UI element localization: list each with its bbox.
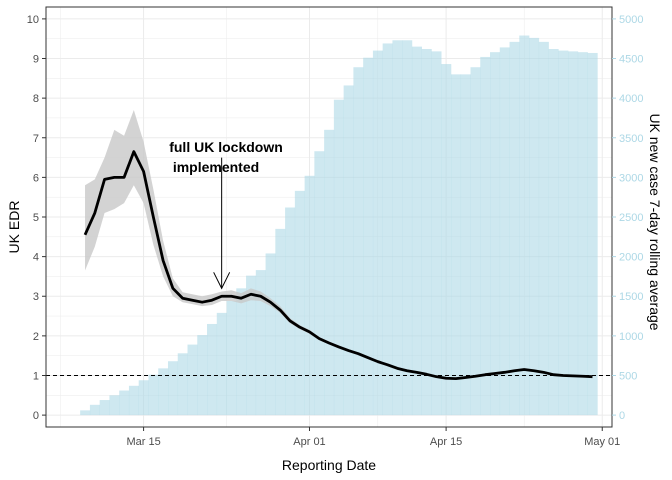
case-bar xyxy=(587,52,598,416)
case-bar xyxy=(226,301,237,416)
case-bar xyxy=(294,190,305,416)
case-bar xyxy=(558,50,569,416)
left-axis: 0 1 2 3 4 5 6 7 8 9 10 xyxy=(27,14,46,422)
case-bar xyxy=(128,385,140,416)
left-tick-label: 8 xyxy=(33,93,39,105)
right-axis-title: UK new case 7-day rolling average xyxy=(647,113,663,330)
case-bar xyxy=(275,228,286,416)
case-bar xyxy=(509,41,520,416)
left-axis-title: UK EDR xyxy=(6,201,22,254)
case-bar xyxy=(246,275,257,416)
case-bar xyxy=(148,374,159,416)
case-bar xyxy=(255,270,266,416)
left-tick-label: 9 xyxy=(33,54,39,66)
case-bar xyxy=(450,74,462,416)
x-tick-label: May 01 xyxy=(584,436,620,448)
case-bar xyxy=(411,46,423,416)
case-bars xyxy=(80,35,598,416)
case-bar xyxy=(402,40,413,416)
case-bar xyxy=(353,67,364,416)
left-tick-label: 6 xyxy=(33,172,39,184)
case-bar xyxy=(119,390,130,416)
right-tick-label: 4000 xyxy=(619,93,643,105)
edr-interval-ribbon xyxy=(85,110,593,380)
annotation-arrow-head xyxy=(213,272,231,290)
left-tick-label: 4 xyxy=(33,252,39,264)
right-tick-label: 2000 xyxy=(619,252,643,264)
right-tick-label: 3000 xyxy=(619,172,643,184)
left-tick-label: 1 xyxy=(33,370,39,382)
case-bar xyxy=(490,52,501,416)
left-tick-label: 10 xyxy=(27,14,39,26)
case-bar xyxy=(480,56,491,416)
edr-ribbon xyxy=(85,110,593,380)
case-bar xyxy=(470,67,481,416)
case-bar xyxy=(109,395,120,416)
case-bar xyxy=(382,43,393,416)
left-tick-label: 7 xyxy=(33,133,39,145)
case-bar xyxy=(363,57,374,416)
case-bar xyxy=(392,40,403,416)
x-axis: Mar 15 Apr 01 Apr 15 May 01 xyxy=(126,427,620,448)
right-tick-label: 0 xyxy=(619,410,625,422)
x-tick-label: Mar 15 xyxy=(126,436,160,448)
right-tick-label: 3500 xyxy=(619,133,643,145)
case-bar xyxy=(568,51,579,416)
x-tick-label: Apr 01 xyxy=(293,436,325,448)
edr-line xyxy=(83,150,593,381)
case-bar xyxy=(441,64,452,416)
case-bar xyxy=(89,404,100,416)
case-bar xyxy=(343,85,354,416)
left-tick-label: 3 xyxy=(33,291,39,303)
left-tick-label: 2 xyxy=(33,331,39,343)
right-tick-label: 1000 xyxy=(619,331,643,343)
case-bar xyxy=(314,151,325,416)
left-tick-label: 5 xyxy=(33,212,39,224)
right-tick-label: 2500 xyxy=(619,212,643,224)
case-bar xyxy=(207,323,218,416)
case-bar xyxy=(138,380,149,416)
case-bar xyxy=(167,361,179,416)
x-tick-label: Apr 15 xyxy=(430,436,462,448)
case-bar xyxy=(460,74,471,416)
case-bar xyxy=(538,41,549,416)
right-axis: 0 500 1000 1500 2000 2500 3000 3500 4000 4500 5000 xyxy=(612,14,643,422)
case-bar xyxy=(529,37,540,416)
case-bar xyxy=(265,253,276,416)
case-bar xyxy=(421,49,432,416)
edr-line-path xyxy=(83,150,593,381)
case-bar xyxy=(333,99,344,416)
case-bar xyxy=(372,50,383,416)
case-bar xyxy=(304,175,315,416)
case-bar xyxy=(431,51,442,416)
case-bar xyxy=(177,353,188,416)
case-bar xyxy=(548,49,559,416)
case-bar xyxy=(519,35,530,416)
case-bar xyxy=(99,400,110,416)
right-tick-label: 5000 xyxy=(619,14,643,26)
right-tick-label: 4500 xyxy=(619,54,643,66)
case-bar xyxy=(324,129,335,416)
case-bar xyxy=(80,410,91,416)
right-tick-label: 500 xyxy=(619,370,637,382)
case-bar xyxy=(285,207,296,416)
case-bar xyxy=(499,47,510,416)
case-bar xyxy=(216,312,227,416)
case-bar xyxy=(577,52,588,416)
annotation-line-1: full UK lockdown xyxy=(169,139,283,155)
left-tick-label: 0 xyxy=(33,410,39,422)
annotation-line-2: implemented xyxy=(173,159,259,175)
case-bar xyxy=(187,344,198,416)
annotation: full UK lockdown implemented xyxy=(169,139,283,290)
case-bar xyxy=(236,288,247,416)
right-tick-label: 1500 xyxy=(619,291,643,303)
x-axis-title: Reporting Date xyxy=(282,457,376,473)
case-bar xyxy=(158,368,169,416)
